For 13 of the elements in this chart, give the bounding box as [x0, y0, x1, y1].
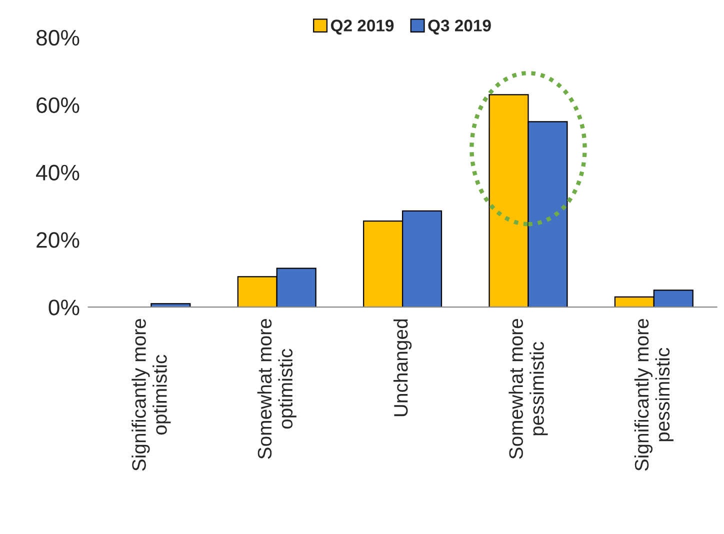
y-tick-label: 20%	[36, 232, 80, 248]
x-tick-label: Somewhat more optimistic	[257, 319, 296, 459]
legend-label: Q2 2019	[330, 20, 394, 35]
bar	[150, 303, 191, 308]
legend-label: Q3 2019	[428, 20, 491, 35]
y-tick-label: 80%	[36, 30, 80, 46]
x-tick-label: Significantly more optimistic	[132, 319, 171, 471]
y-tick-label: 60%	[36, 97, 80, 114]
y-tick-label: 40%	[36, 164, 80, 180]
x-tick-label: Somewhat more pessimistic	[508, 319, 548, 459]
y-tick-label: 0%	[48, 300, 80, 316]
x-tick-label: Significantly more pessimistic	[634, 319, 674, 471]
x-tick-label: Unchanged	[393, 319, 412, 416]
